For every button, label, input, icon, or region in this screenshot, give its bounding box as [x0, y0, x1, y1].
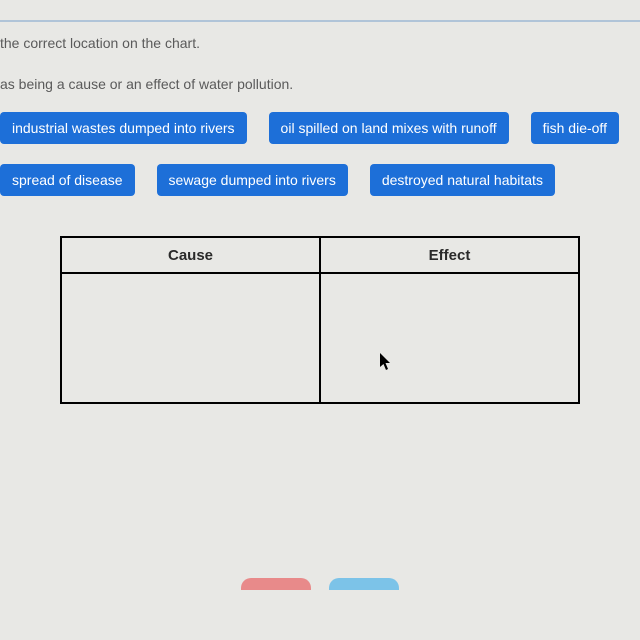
top-divider — [0, 20, 640, 22]
tile-oil-spilled[interactable]: oil spilled on land mixes with runoff — [269, 112, 509, 144]
tile-fish-die-off[interactable]: fish die-off — [531, 112, 619, 144]
draggable-tiles-container: industrial wastes dumped into rivers oil… — [0, 92, 640, 196]
instruction-line-1: the correct location on the chart. — [0, 35, 640, 51]
tile-destroyed-habitats[interactable]: destroyed natural habitats — [370, 164, 555, 196]
instructions: the correct location on the chart. as be… — [0, 0, 640, 92]
tiles-row-1: industrial wastes dumped into rivers oil… — [0, 112, 640, 144]
tile-industrial-wastes[interactable]: industrial wastes dumped into rivers — [0, 112, 247, 144]
instruction-line-2: as being a cause or an effect of water p… — [0, 76, 640, 92]
tab-red[interactable] — [241, 578, 311, 590]
header-cause: Cause — [61, 237, 320, 273]
tiles-row-2: spread of disease sewage dumped into riv… — [0, 164, 640, 196]
header-effect: Effect — [320, 237, 579, 273]
tile-sewage-dumped[interactable]: sewage dumped into rivers — [157, 164, 348, 196]
drop-zone-effect[interactable] — [320, 273, 579, 403]
bottom-tabs — [241, 578, 399, 590]
cause-effect-chart: Cause Effect — [60, 236, 580, 404]
drop-zone-cause[interactable] — [61, 273, 320, 403]
tile-spread-disease[interactable]: spread of disease — [0, 164, 135, 196]
chart-table: Cause Effect — [60, 236, 580, 404]
tab-blue[interactable] — [329, 578, 399, 590]
